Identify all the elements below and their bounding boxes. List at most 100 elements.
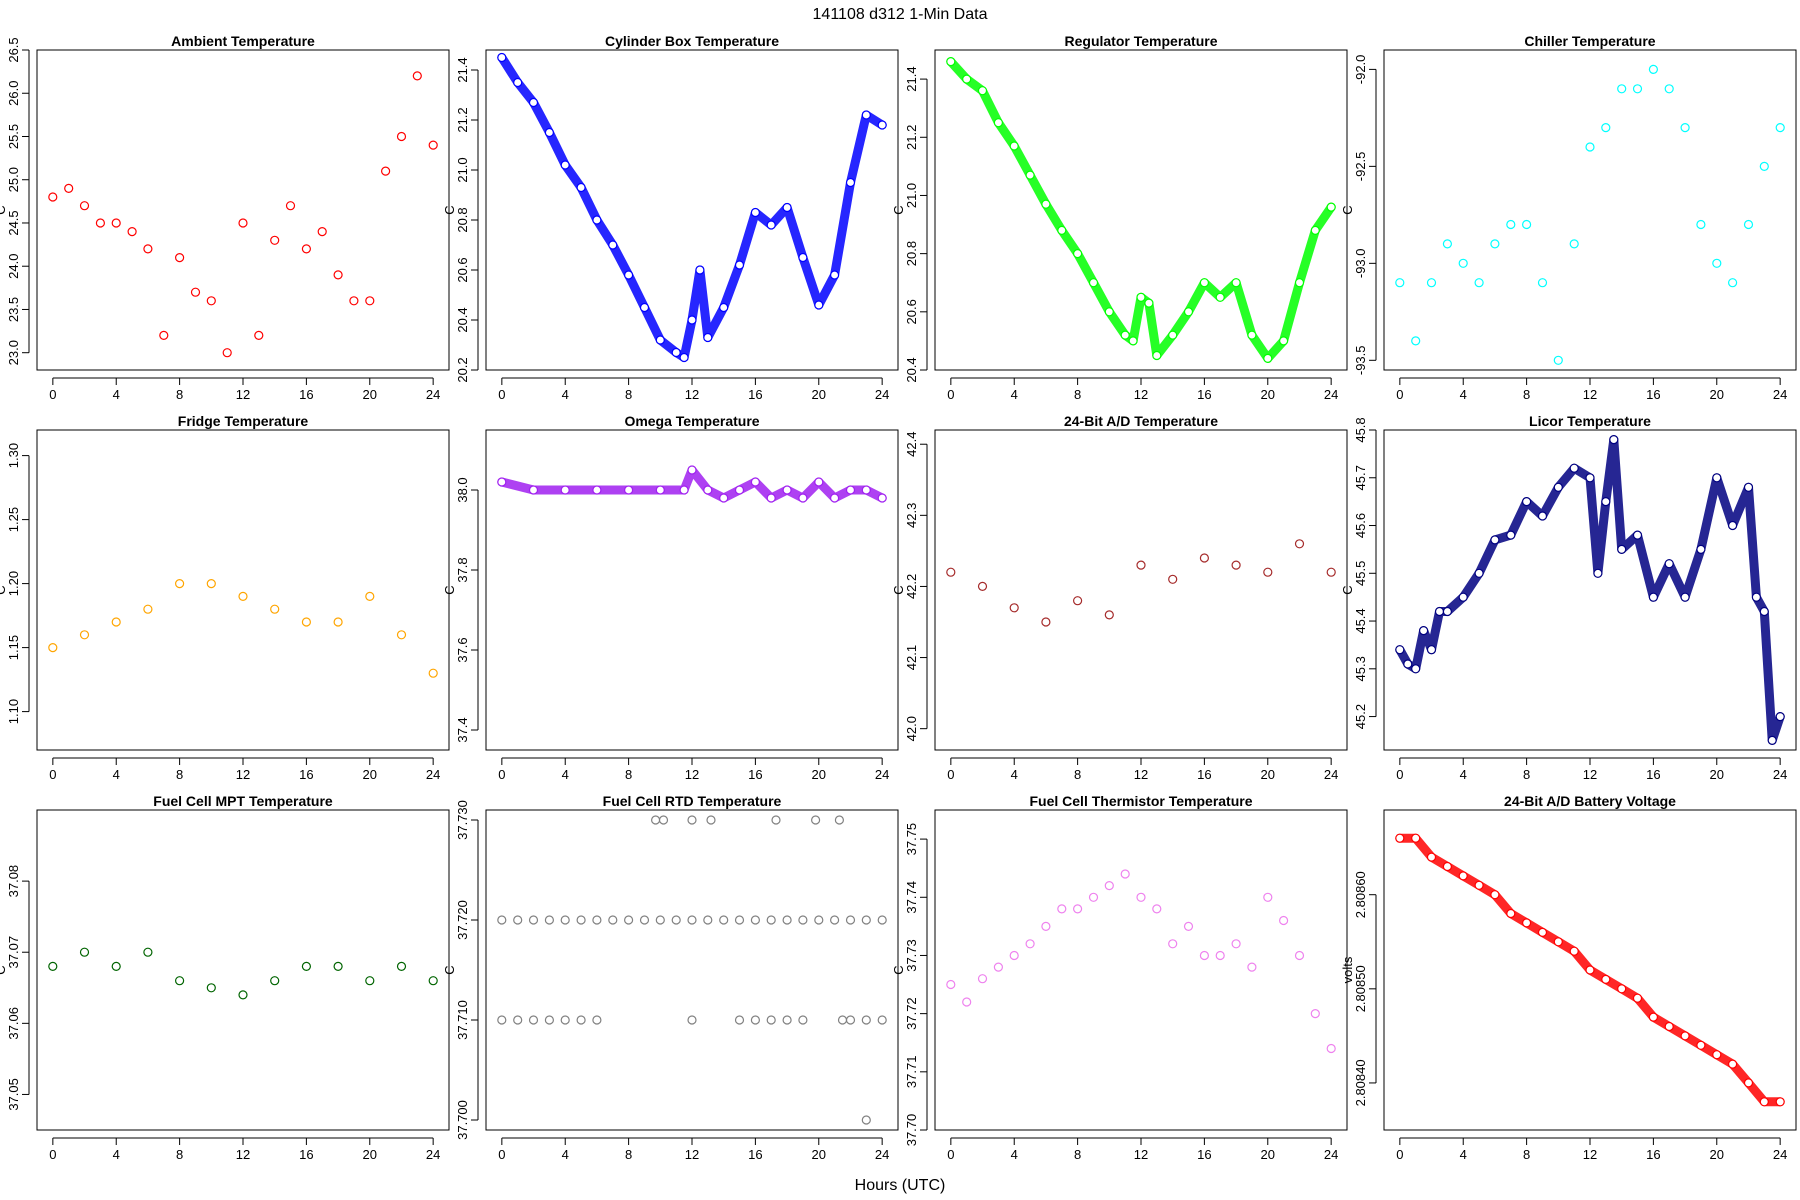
x-tick-label: 0 <box>498 387 505 402</box>
data-point <box>111 617 121 627</box>
x-tick-label: 4 <box>1460 1147 1467 1162</box>
x-tick-label: 12 <box>1583 1147 1597 1162</box>
data-point <box>238 218 248 228</box>
x-tick-label: 24 <box>1324 1147 1338 1162</box>
data-point <box>576 1015 586 1025</box>
data-point <box>750 207 761 218</box>
data-point <box>175 253 185 263</box>
y-tick-label: 2.80840 <box>1353 1059 1368 1106</box>
data-point <box>1263 567 1273 577</box>
data-point <box>365 296 375 306</box>
y-tick-label: 25.0 <box>6 167 21 192</box>
data-point <box>750 1015 761 1025</box>
data-point <box>528 97 539 108</box>
y-axis-label: C <box>1340 205 1355 214</box>
data-point <box>639 915 650 925</box>
y-tick-label: 37.8 <box>455 557 470 582</box>
y-axis: 45.2 45.3 45.4 45.5 45.6 45.7 45.8 <box>1353 417 1377 729</box>
data-point <box>270 976 280 986</box>
data-point <box>1593 568 1603 578</box>
data-point <box>1009 603 1019 613</box>
y-tick-label: 21.4 <box>455 57 470 82</box>
data-point <box>544 127 555 138</box>
data-point <box>1506 219 1516 230</box>
x-tick-label: 4 <box>562 1147 569 1162</box>
data-point <box>798 915 808 925</box>
data-point <box>1088 892 1099 902</box>
data-point <box>1474 880 1484 890</box>
y-axis-label: C <box>0 585 8 594</box>
x-axis: 0 4 8 12 16 20 24 <box>1396 1137 1787 1162</box>
data-point <box>1474 278 1484 288</box>
x-tick-label: 12 <box>236 1147 250 1162</box>
x-tick-label: 20 <box>812 1147 826 1162</box>
chart-title: Regulator Temperature <box>1065 33 1218 49</box>
data-point <box>1057 904 1067 914</box>
data-point <box>333 961 343 972</box>
y-axis-label: C <box>1340 585 1355 594</box>
x-tick-label: 8 <box>176 387 183 402</box>
data-point <box>1759 161 1769 171</box>
x-tick-label: 24 <box>875 1147 889 1162</box>
y-axis-label: C <box>442 205 457 214</box>
x-tick-label: 4 <box>113 767 120 782</box>
data-point <box>623 270 634 280</box>
data-point <box>861 1115 871 1125</box>
data-point <box>497 477 507 487</box>
x-tick-label: 0 <box>947 767 954 782</box>
x-tick-label: 16 <box>1197 387 1211 402</box>
data-point <box>270 235 280 245</box>
data-point <box>1120 869 1130 879</box>
data-point <box>64 183 74 193</box>
data-point <box>1609 435 1619 445</box>
data-point <box>845 177 856 188</box>
data-point <box>1231 939 1241 949</box>
y-axis-label: C <box>442 585 457 594</box>
data-layer <box>946 539 1336 627</box>
data-point <box>1601 122 1611 133</box>
data-point <box>1775 1097 1785 1107</box>
data-point <box>658 815 669 825</box>
data-point <box>576 182 586 193</box>
data-point <box>365 591 375 602</box>
data-point <box>1506 908 1516 919</box>
data-point <box>1767 735 1777 746</box>
x-tick-label: 0 <box>947 1147 954 1162</box>
x-tick-label: 12 <box>685 767 699 782</box>
y-tick-label: 2.80850 <box>1353 965 1368 1012</box>
x-axis: 0 4 8 12 16 20 24 <box>49 1137 440 1162</box>
data-point <box>1403 659 1413 669</box>
data-point <box>1537 511 1548 521</box>
data-point <box>687 465 697 475</box>
data-point <box>1696 1040 1706 1050</box>
y-tick-label: 37.75 <box>904 823 919 856</box>
data-point <box>1041 617 1051 627</box>
data-point <box>1585 473 1595 483</box>
data-point <box>544 1015 555 1025</box>
x-tick-label: 0 <box>49 387 56 402</box>
data-point <box>1569 463 1579 473</box>
y-tick-label: 45.7 <box>1353 465 1368 490</box>
data-point <box>592 215 602 225</box>
data-point <box>655 335 665 345</box>
data-point <box>270 604 280 614</box>
data-layer <box>1395 435 1785 746</box>
y-tick-label: 21.2 <box>455 107 470 132</box>
data-point <box>1680 1031 1690 1041</box>
x-tick-label: 20 <box>363 1147 377 1162</box>
plot-frame <box>485 49 899 371</box>
y-tick-label: 20.6 <box>904 299 919 324</box>
x-tick-label: 24 <box>426 1147 440 1162</box>
x-tick-label: 8 <box>1074 387 1081 402</box>
data-point <box>687 1015 697 1025</box>
x-tick-label: 16 <box>299 767 313 782</box>
data-layer <box>48 71 438 358</box>
data-point <box>1585 965 1595 975</box>
data-point <box>877 120 887 130</box>
data-point <box>1025 939 1035 949</box>
plot-frame <box>485 429 899 751</box>
panel-fuel-cell-thermistor-temperature: Fuel Cell Thermistor Temperature C 0 4 8 12 16… <box>891 793 1348 1162</box>
data-point <box>671 915 681 925</box>
data-point <box>798 493 808 503</box>
